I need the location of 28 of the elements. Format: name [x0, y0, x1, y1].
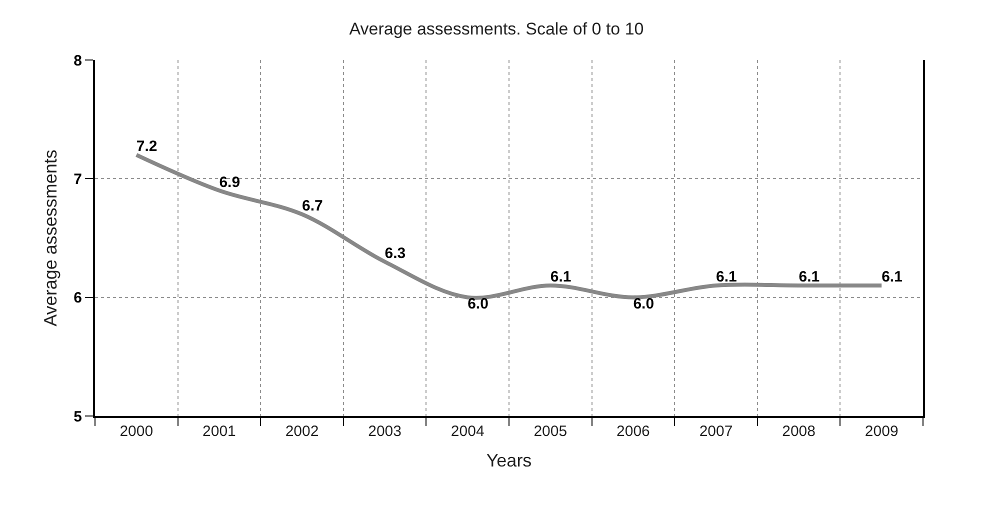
x-tick-label: 2002 — [285, 423, 319, 440]
data-label: 6.1 — [798, 268, 820, 286]
x-tick-label: 2005 — [534, 423, 568, 440]
x-tick-label: 2008 — [782, 423, 816, 440]
y-tick-label: 7 — [74, 170, 82, 188]
x-tick-label: 2001 — [202, 423, 236, 440]
chart-title: Average assessments. Scale of 0 to 10 — [349, 20, 644, 39]
data-label: 6.1 — [550, 268, 572, 286]
data-label: 6.9 — [219, 174, 240, 191]
data-label: 6.7 — [302, 198, 323, 215]
x-tick-label: 2003 — [368, 423, 402, 440]
x-tick-label: 2000 — [120, 423, 154, 440]
y-axis-title: Average assessments — [40, 150, 60, 326]
data-label: 6.1 — [716, 268, 737, 286]
data-label: 6.0 — [468, 296, 488, 313]
data-label: 6.1 — [882, 268, 902, 286]
x-axis-title: Years — [486, 450, 532, 471]
y-tick-label: 6 — [74, 290, 82, 307]
data-label: 6.3 — [384, 244, 406, 262]
x-tick-label: 2009 — [864, 423, 898, 440]
x-tick-label: 2004 — [450, 423, 484, 440]
y-tick-label: 8 — [74, 52, 82, 70]
data-label: 7.2 — [136, 138, 158, 156]
data-label: 6.0 — [633, 296, 654, 313]
x-tick-label: 2006 — [616, 423, 650, 440]
y-tick-label: 5 — [74, 408, 82, 426]
x-tick-label: 2007 — [699, 423, 733, 440]
line-series — [134, 152, 884, 300]
